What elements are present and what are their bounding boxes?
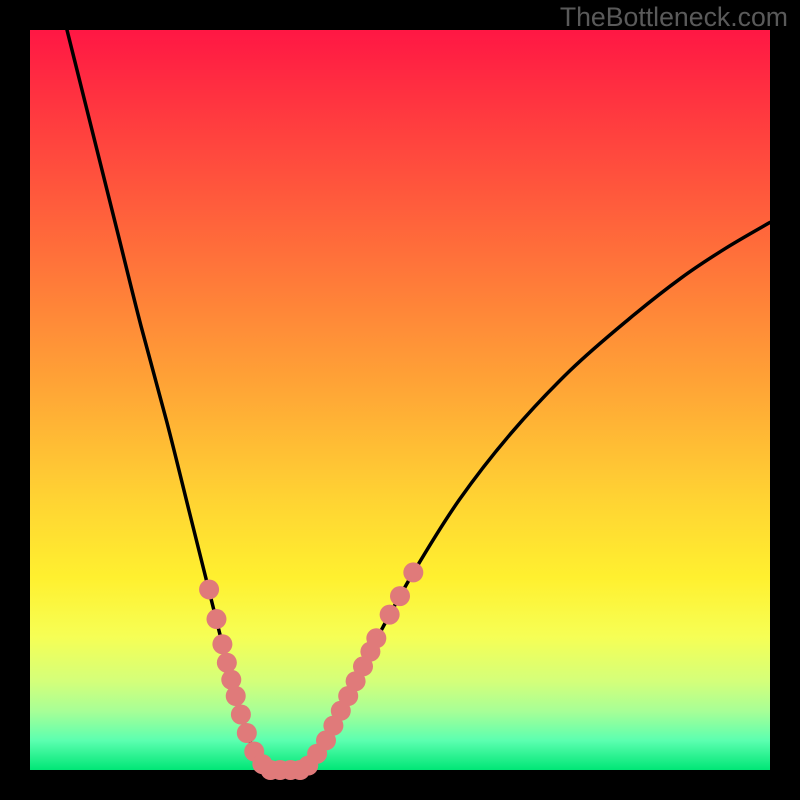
marker-dot	[366, 628, 386, 648]
marker-dot	[237, 723, 257, 743]
marker-dot	[231, 705, 251, 725]
marker-dot	[199, 579, 219, 599]
bottleneck-chart	[0, 0, 800, 800]
plot-background	[30, 30, 770, 770]
marker-dot	[390, 586, 410, 606]
marker-dot	[212, 634, 232, 654]
watermark-text: TheBottleneck.com	[560, 2, 788, 33]
marker-dot	[206, 609, 226, 629]
marker-dot	[226, 686, 246, 706]
marker-dot	[380, 605, 400, 625]
chart-root: TheBottleneck.com	[0, 0, 800, 800]
plot-area	[30, 30, 770, 780]
marker-dot	[403, 562, 423, 582]
marker-dot	[217, 653, 237, 673]
